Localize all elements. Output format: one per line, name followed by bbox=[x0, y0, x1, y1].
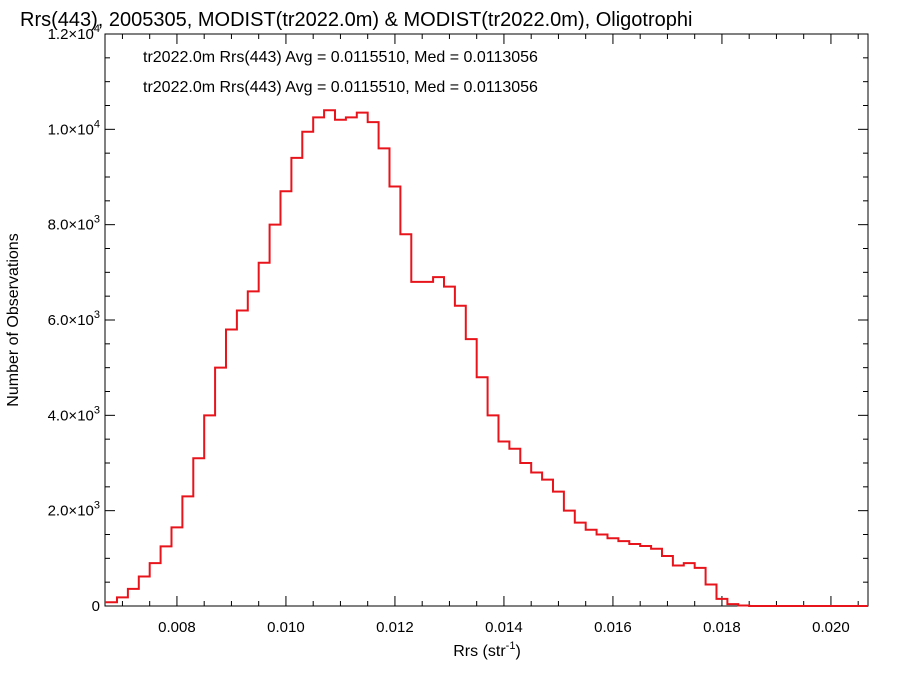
y-tick-label: 4.0×103 bbox=[48, 404, 100, 424]
y-tick-exponent: 3 bbox=[94, 500, 100, 512]
x-axis-label-text: Rrs (str bbox=[453, 643, 506, 660]
x-tick-label: 0.020 bbox=[812, 619, 850, 636]
x-axis-label: Rrs (str-1) bbox=[453, 640, 521, 660]
y-tick-exponent: 3 bbox=[94, 404, 100, 416]
x-axis-label-end: ) bbox=[515, 643, 520, 660]
x-tick-label: 0.012 bbox=[376, 619, 414, 636]
y-tick-exponent: 4 bbox=[94, 23, 100, 35]
y-tick-label: 6.0×103 bbox=[48, 309, 100, 329]
y-tick-exponent: 3 bbox=[94, 309, 100, 321]
legend-entry-black: tr2022.0m Rrs(443) Avg = 0.0115510, Med … bbox=[143, 49, 538, 66]
y-tick-mantissa: 1.2×10 bbox=[48, 26, 94, 43]
y-tick-exponent: 4 bbox=[94, 118, 100, 130]
legend-entry-red: tr2022.0m Rrs(443) Avg = 0.0115510, Med … bbox=[143, 79, 538, 96]
y-tick-label: 1.2×104 bbox=[48, 23, 100, 43]
y-axis-label: Number of Observations bbox=[5, 233, 22, 406]
y-axis: 02.0×1034.0×1036.0×1038.0×1031.0×1041.2×… bbox=[48, 23, 868, 615]
legend: tr2022.0m Rrs(443) Avg = 0.0115510, Med … bbox=[143, 49, 538, 96]
y-tick-label: 2.0×103 bbox=[48, 500, 100, 520]
y-tick-label: 0 bbox=[92, 598, 100, 615]
x-tick-label: 0.018 bbox=[703, 619, 741, 636]
y-tick-mantissa: 8.0×10 bbox=[48, 217, 94, 234]
x-tick-label: 0.016 bbox=[594, 619, 632, 636]
x-axis-label-sup: -1 bbox=[506, 640, 516, 652]
x-tick-label: 0.014 bbox=[485, 619, 523, 636]
y-tick-mantissa: 1.0×10 bbox=[48, 121, 94, 138]
y-tick-exponent: 3 bbox=[94, 214, 100, 226]
series-layer bbox=[105, 109, 868, 607]
x-tick-label: 0.008 bbox=[158, 619, 196, 636]
series-line-0 bbox=[105, 109, 868, 607]
x-tick-label: 0.010 bbox=[267, 619, 305, 636]
y-tick-mantissa: 4.0×10 bbox=[48, 407, 94, 424]
chart-title: Rrs(443), 2005305, MODIST(tr2022.0m) & M… bbox=[20, 9, 692, 31]
y-tick-label: 8.0×103 bbox=[48, 214, 100, 234]
plot-frame bbox=[104, 33, 869, 607]
y-tick-label: 1.0×104 bbox=[48, 118, 100, 138]
x-axis: 0.008 0.010 0.012 0.014 0.016 0.018 0.020 bbox=[121, 34, 859, 636]
y-tick-mantissa: 6.0×10 bbox=[48, 312, 94, 329]
y-tick-mantissa: 2.0×10 bbox=[48, 503, 94, 520]
